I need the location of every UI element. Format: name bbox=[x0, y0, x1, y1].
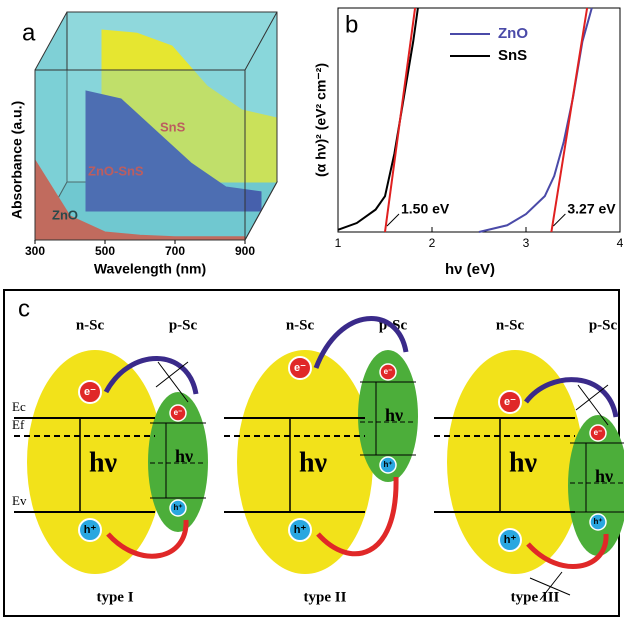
x-tick-label: 700 bbox=[165, 244, 185, 258]
x-tick-label: 900 bbox=[235, 244, 255, 258]
electron bbox=[169, 404, 187, 422]
photon-n: hν bbox=[299, 447, 328, 478]
n-semiconductor bbox=[237, 350, 373, 574]
p-semiconductor bbox=[568, 415, 624, 556]
electron bbox=[288, 356, 312, 380]
blocked bbox=[529, 571, 571, 601]
electron-label: e⁻ bbox=[294, 362, 306, 374]
box-right bbox=[244, 11, 278, 241]
y-axis-label: Absorbance (a.u.) bbox=[9, 101, 25, 219]
transfer-arrow bbox=[103, 356, 199, 395]
hole-label: h⁺ bbox=[383, 460, 392, 469]
fit-line bbox=[384, 7, 417, 233]
panel-label: b bbox=[345, 11, 358, 38]
hole-label: h⁺ bbox=[593, 517, 602, 526]
x-tick-label: 4 bbox=[617, 236, 624, 250]
line bbox=[478, 7, 593, 233]
annotation-arrow bbox=[553, 213, 566, 227]
electron bbox=[379, 363, 397, 381]
blocked bbox=[575, 384, 609, 426]
electron-label: e⁻ bbox=[594, 428, 603, 437]
transfer-arrow bbox=[524, 377, 619, 418]
line bbox=[337, 7, 419, 231]
hole-label: h⁺ bbox=[173, 503, 182, 512]
n-label: n-Sc bbox=[496, 317, 525, 333]
p-semiconductor bbox=[358, 350, 418, 482]
area bbox=[85, 90, 262, 212]
p-label: p-Sc bbox=[589, 317, 618, 333]
hole bbox=[78, 518, 102, 542]
x-tick-label: 2 bbox=[429, 236, 436, 250]
level-label: Ef bbox=[12, 417, 25, 432]
plot-frame bbox=[337, 7, 621, 233]
n-label: n-Sc bbox=[286, 317, 315, 333]
series-label: ZnO bbox=[52, 207, 78, 222]
hole bbox=[589, 513, 607, 531]
transfer-arrow bbox=[313, 316, 409, 369]
electron bbox=[589, 424, 607, 442]
photon-n: hν bbox=[509, 447, 538, 478]
electron-label: e⁻ bbox=[384, 367, 393, 376]
type-label: type III bbox=[511, 589, 560, 605]
annotation: 1.50 eV bbox=[401, 201, 450, 217]
legend-label: ZnO bbox=[498, 25, 528, 42]
electron-label: e⁻ bbox=[84, 386, 96, 398]
series-label: SnS bbox=[160, 119, 186, 134]
photon-p: hν bbox=[175, 446, 193, 466]
transfer-arrow bbox=[106, 519, 189, 559]
x-tick-label: 500 bbox=[95, 244, 115, 258]
annotation-arrow bbox=[386, 213, 400, 227]
hole-label: h⁺ bbox=[504, 534, 517, 546]
hole bbox=[498, 528, 522, 552]
x-tick-label: 1 bbox=[335, 236, 342, 250]
p-semiconductor bbox=[148, 392, 208, 532]
series-label: ZnO-SnS bbox=[88, 163, 144, 178]
hole-label: h⁺ bbox=[294, 524, 307, 536]
photon-p: hν bbox=[595, 466, 613, 486]
panel-label: a bbox=[22, 19, 36, 46]
transfer-arrow bbox=[526, 533, 609, 569]
hole bbox=[379, 456, 397, 474]
fit-line bbox=[550, 7, 589, 233]
x-tick-label: 3 bbox=[523, 236, 530, 250]
photon-n: hν bbox=[89, 447, 118, 478]
n-label: n-Sc bbox=[76, 317, 105, 333]
p-label: p-Sc bbox=[169, 317, 198, 333]
panel-label: c bbox=[18, 295, 30, 322]
electron-label: e⁻ bbox=[504, 396, 516, 408]
hole bbox=[169, 499, 187, 517]
photon-p: hν bbox=[385, 405, 403, 425]
type-label: type II bbox=[304, 589, 347, 605]
hole-label: h⁺ bbox=[84, 524, 97, 536]
hole bbox=[288, 518, 312, 542]
annotation: 3.27 eV bbox=[567, 201, 616, 217]
transfer-arrow bbox=[316, 476, 399, 557]
electron-label: e⁻ bbox=[174, 408, 183, 417]
n-semiconductor bbox=[27, 350, 163, 574]
x-axis-label: Wavelength (nm) bbox=[94, 261, 206, 277]
blocked bbox=[155, 361, 189, 403]
type-label: type I bbox=[96, 589, 133, 605]
box-front bbox=[34, 69, 246, 241]
y-axis-label: (α hν)² (eV² cm⁻²) bbox=[313, 63, 329, 177]
legend-label: SnS bbox=[498, 47, 527, 64]
x-axis-label: hν (eV) bbox=[445, 261, 495, 278]
x-tick-label: 300 bbox=[25, 244, 45, 258]
electron bbox=[78, 380, 102, 404]
n-semiconductor bbox=[447, 350, 583, 574]
level-label: Ec bbox=[12, 399, 26, 414]
level-label: Ev bbox=[12, 493, 27, 508]
electron bbox=[498, 390, 522, 414]
